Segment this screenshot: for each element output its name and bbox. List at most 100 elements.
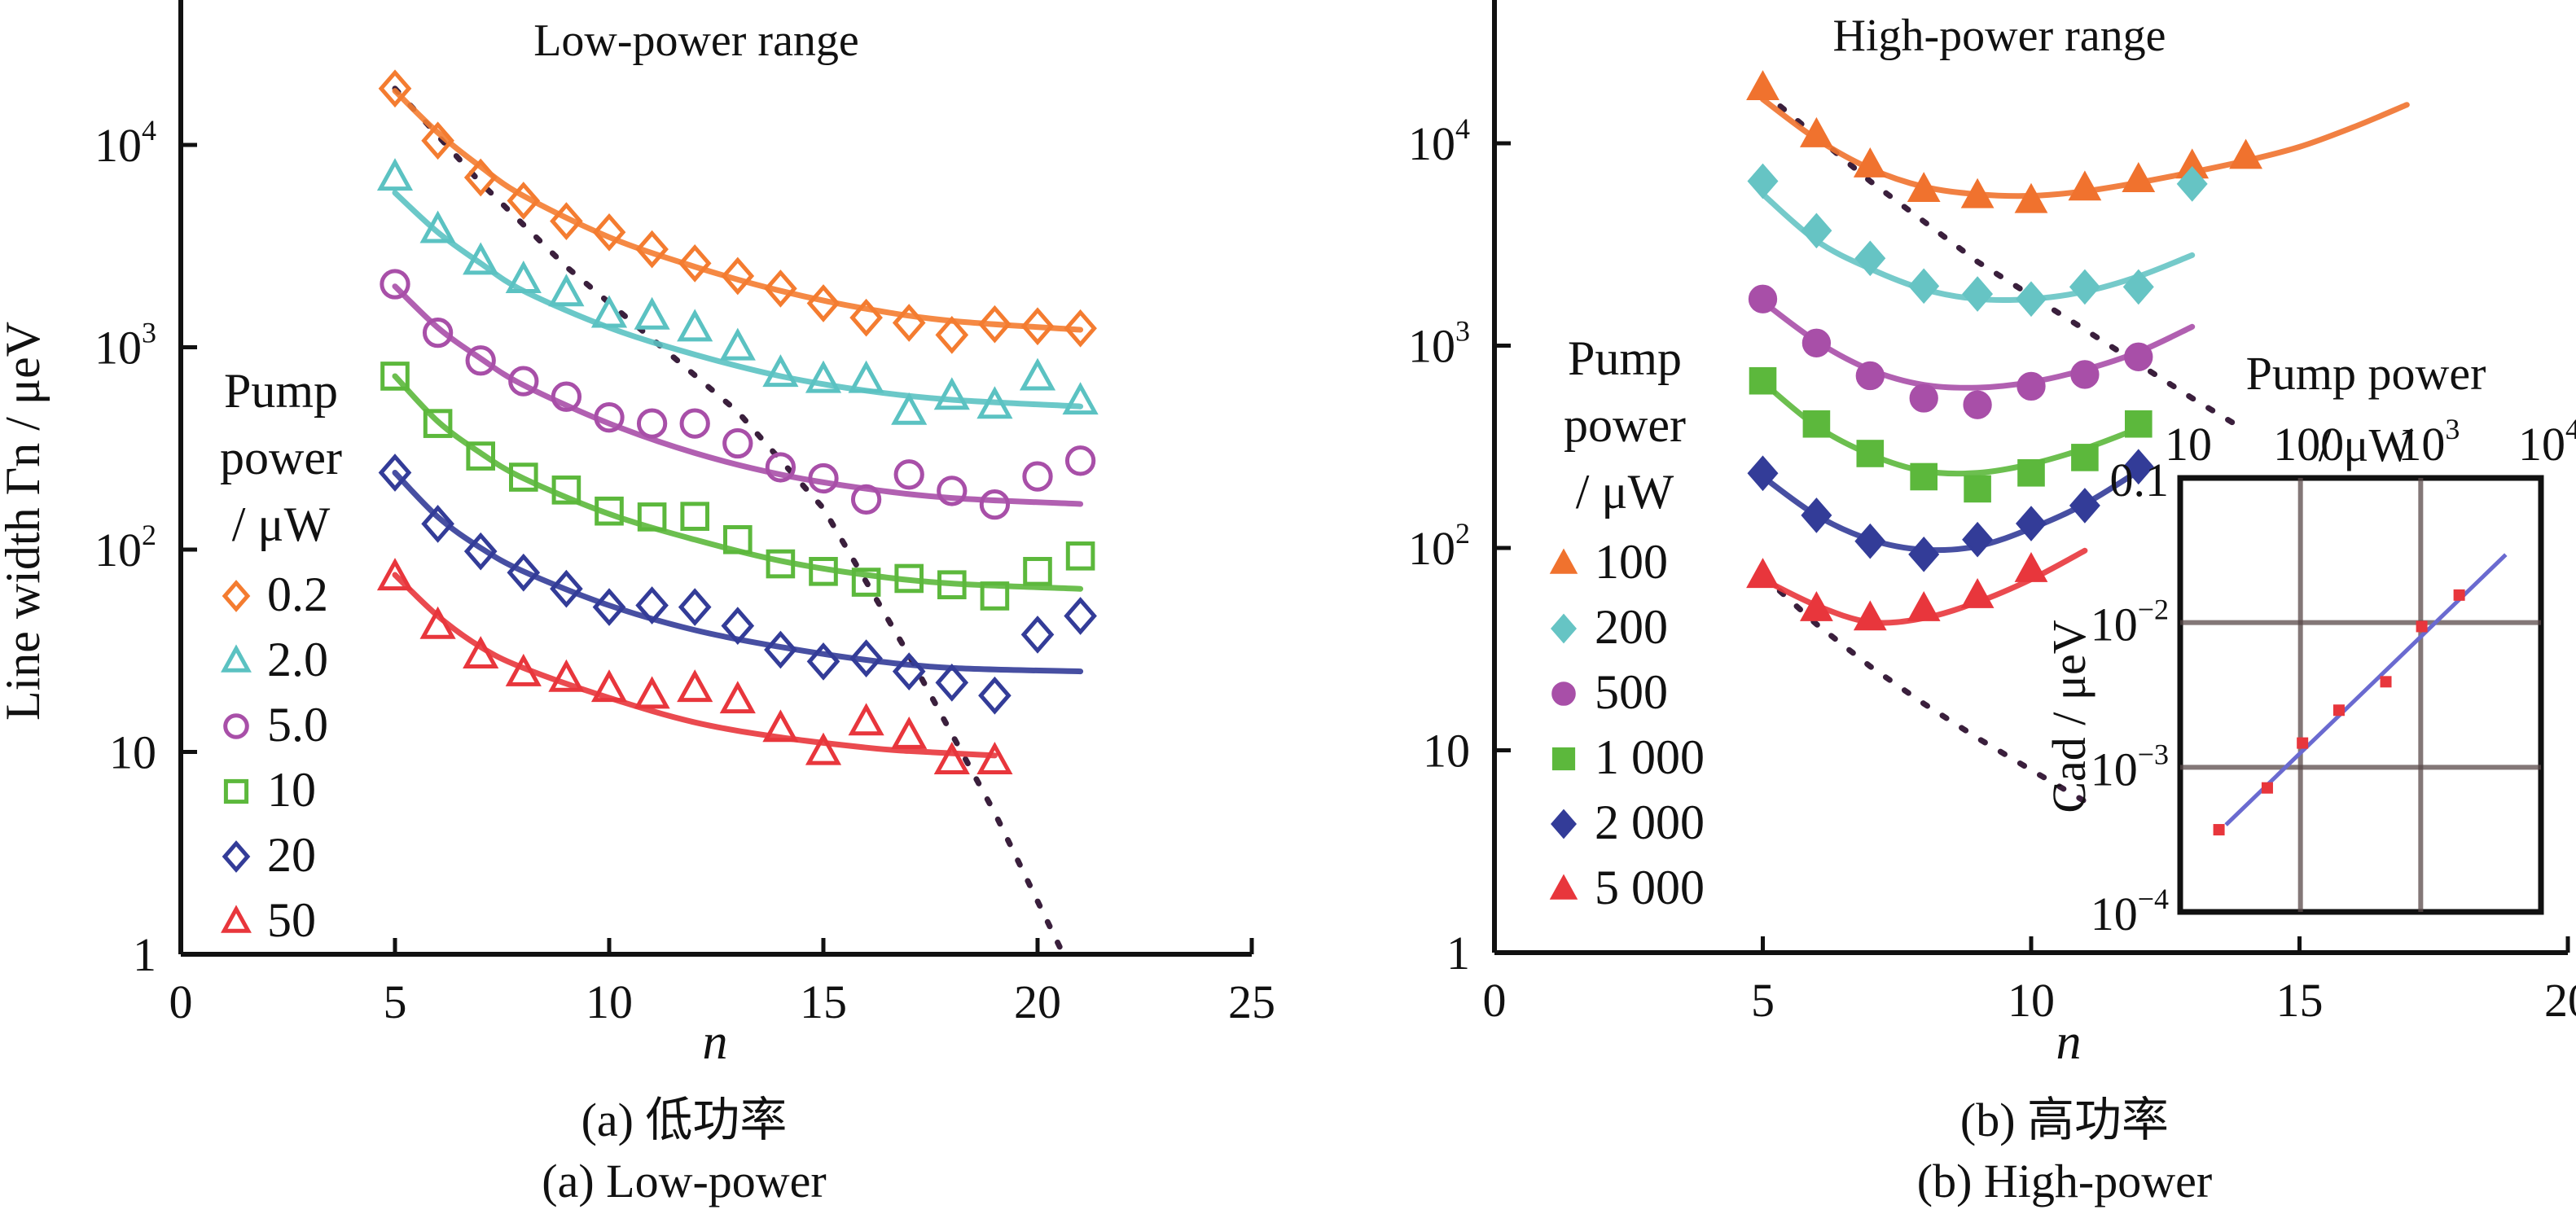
data-point: [380, 362, 410, 391]
data-point: [935, 316, 969, 354]
data-point: [764, 270, 797, 308]
data-point: [933, 377, 970, 410]
panel-a-series-2.0: [376, 158, 1099, 425]
data-point: [851, 568, 881, 597]
data-point: [507, 553, 541, 592]
legend-label: 50: [267, 893, 316, 947]
data-point: [850, 484, 882, 515]
data-point: [2069, 488, 2100, 524]
inset-y-tick-label: 10−2: [2091, 594, 2169, 651]
panel-b-plot-area: 0 5 10 15 20 1 10 102 103 104: [1408, 0, 2576, 1027]
panel-a-series-5.0: [380, 269, 1096, 520]
data-point: [376, 558, 414, 591]
data-point: [1747, 163, 1779, 199]
legend-marker: [1551, 613, 1577, 644]
fit-curve: [392, 572, 998, 759]
data-point: [849, 639, 883, 677]
data-point: [1854, 240, 1886, 277]
data-point: [809, 557, 838, 586]
data-point: [980, 581, 1010, 611]
data-point: [550, 202, 583, 240]
data-point: [634, 676, 670, 709]
data-point: [1907, 591, 1941, 621]
data-point: [1853, 600, 1887, 631]
data-point: [892, 304, 926, 342]
panel-a-series-10: [380, 362, 1095, 611]
data-point: [2122, 269, 2154, 305]
panel-b-x-axis-label: n: [2056, 1015, 2082, 1070]
data-point: [1855, 361, 1885, 391]
data-point: [1746, 558, 1780, 589]
data-point: [678, 244, 712, 283]
data-point: [1853, 147, 1887, 177]
legend-marker: [222, 580, 251, 612]
data-point: [590, 295, 628, 328]
inset-x-tick-label: 103: [2398, 413, 2460, 471]
data-point: [466, 441, 496, 471]
inset-data-point: [2261, 782, 2273, 794]
panel-a-y-axis-label: Line width Γn / μeV: [0, 322, 50, 721]
data-point: [933, 742, 970, 774]
data-point: [723, 524, 753, 554]
data-point: [1064, 309, 1097, 348]
panel-a-y-tick-label: 103: [94, 317, 156, 375]
panel-b-series-2000: [1747, 449, 2154, 572]
data-point: [2069, 269, 2100, 305]
data-point: [680, 502, 710, 531]
data-point: [808, 462, 839, 494]
data-point: [2122, 162, 2156, 192]
data-point: [1801, 213, 1832, 249]
data-point: [1749, 366, 1777, 395]
data-point: [765, 452, 796, 483]
data-point: [2016, 371, 2046, 401]
data-point: [635, 586, 669, 625]
legend-marker: [223, 713, 249, 739]
data-point: [465, 345, 496, 376]
legend-title-line: / μW: [1576, 465, 1674, 519]
data-point: [1960, 177, 1995, 208]
data-point: [678, 588, 712, 626]
inset-x-tick-label: 10: [2165, 418, 2212, 471]
data-point: [1022, 461, 1053, 492]
panel-b-series-200: [1747, 163, 2208, 318]
legend-marker: [221, 644, 252, 673]
panel-a-x-tick-label: 10: [586, 975, 633, 1028]
data-point: [1020, 307, 1055, 346]
panel-a-reference-line: [392, 85, 1067, 958]
data-point: [423, 409, 453, 438]
data-point: [595, 496, 624, 526]
data-point: [1019, 357, 1056, 391]
legend-title-line: power: [220, 431, 342, 484]
fit-curve: [392, 88, 1084, 333]
fit-curve: [392, 470, 1084, 675]
panel-b-title: High-power range: [1833, 11, 2166, 61]
inset-y-axis-label: Cad / μeV: [2043, 620, 2095, 813]
panel-b-series-5000: [1746, 547, 2088, 631]
data-point: [766, 549, 796, 579]
data-point: [592, 588, 626, 626]
data-point: [891, 716, 928, 749]
legend-title-line: / μW: [232, 497, 331, 551]
legend-label: 100: [1595, 535, 1668, 589]
fit-curve: [392, 190, 1084, 410]
data-point: [1023, 557, 1052, 586]
inset-x-axis-label: Pump power: [2246, 347, 2486, 400]
data-point: [937, 570, 967, 600]
panel-a-series-20: [378, 454, 1097, 715]
data-point: [1802, 410, 1831, 438]
data-point: [463, 242, 499, 275]
data-point: [1065, 541, 1095, 571]
data-point: [419, 210, 456, 243]
inset-data-point: [2332, 704, 2345, 717]
panel-b-y-tick-label: 102: [1408, 517, 1470, 575]
panel-a-y-tick-label: 102: [94, 519, 156, 576]
legend-label: 200: [1595, 600, 1668, 654]
data-point: [1800, 116, 1833, 147]
panel-low-power: Low-power range 0 5 10 15 20 25 1 10 102 103 104 n…: [0, 0, 1275, 1207]
panel-a-y-tick-label: 10: [109, 726, 156, 779]
data-point: [1960, 577, 1995, 608]
legend-marker: [223, 778, 249, 804]
legend-label: 0.2: [267, 568, 328, 621]
data-point: [1064, 597, 1097, 635]
data-point: [848, 360, 884, 393]
